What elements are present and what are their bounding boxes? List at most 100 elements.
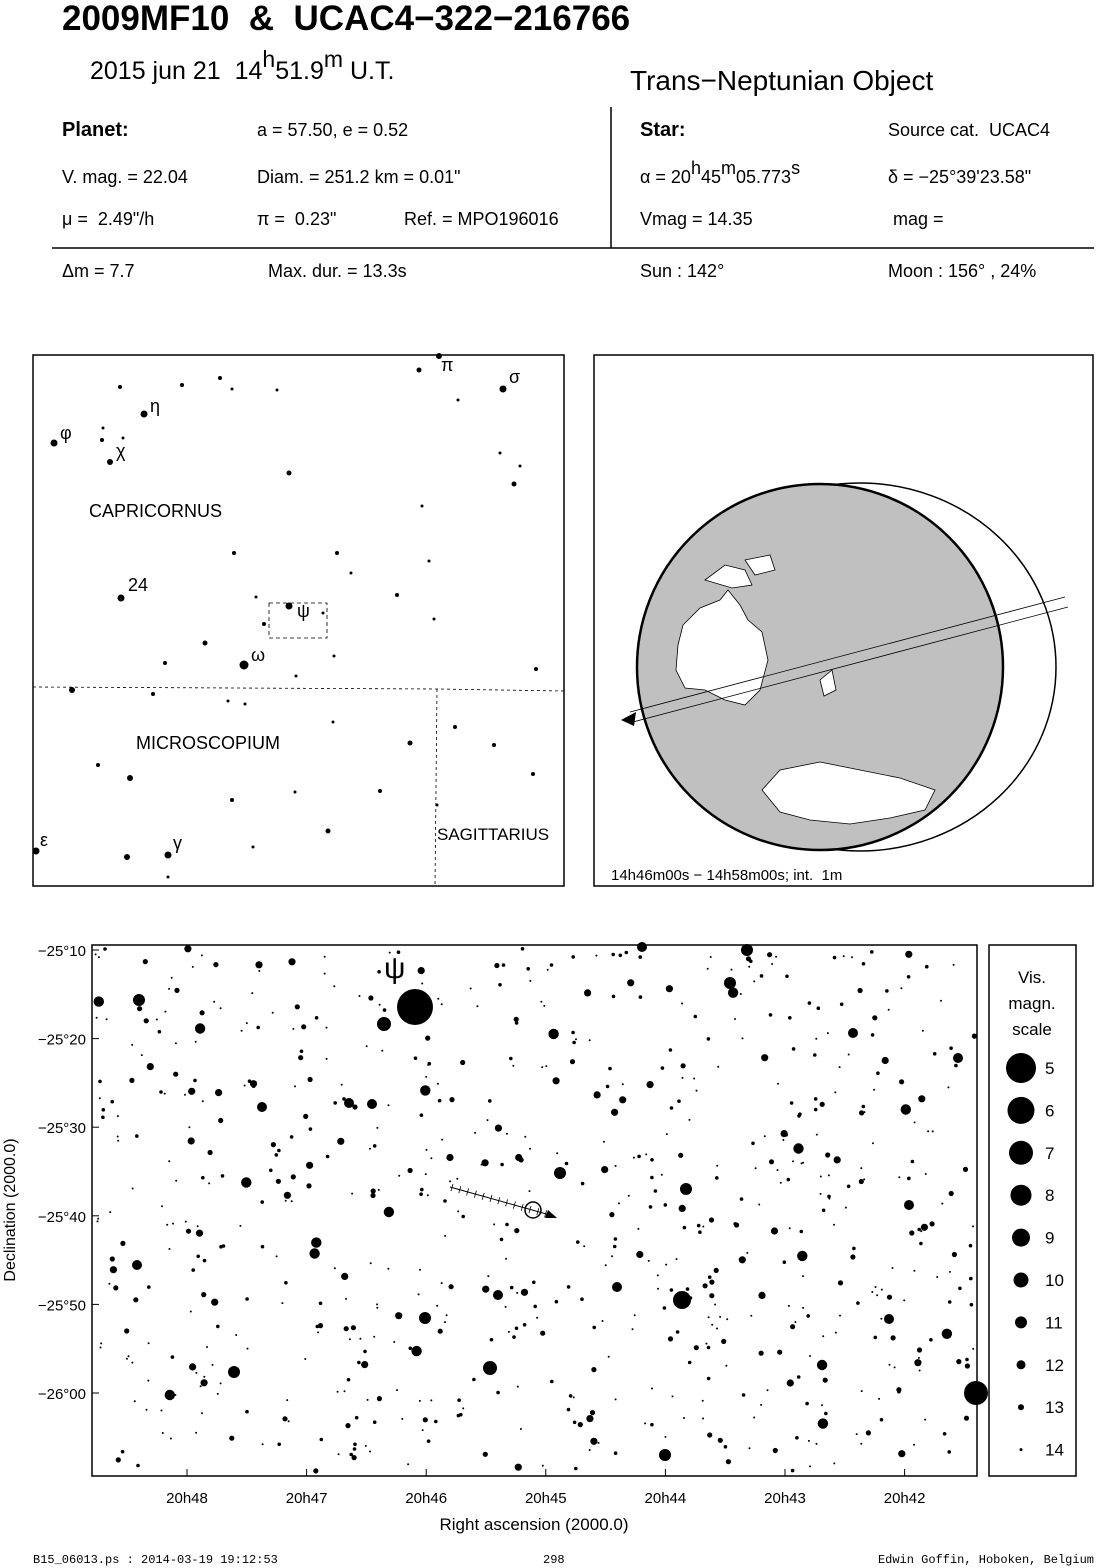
star: [286, 1399, 289, 1402]
star: [677, 1099, 681, 1103]
star: [110, 1099, 114, 1104]
star: [358, 995, 361, 997]
star: [794, 1321, 797, 1323]
star: [393, 1341, 396, 1343]
star: [884, 1314, 894, 1324]
star: [789, 1101, 794, 1105]
star: [246, 1347, 249, 1350]
source: Source cat. UCAC4: [888, 120, 1050, 140]
star: [195, 1371, 198, 1374]
star: [614, 1164, 617, 1167]
star: [201, 1175, 205, 1180]
star: [350, 1325, 356, 1331]
star: [650, 1175, 654, 1180]
star: [255, 961, 263, 969]
star: [249, 1080, 258, 1088]
star: [170, 976, 173, 979]
star: [816, 1359, 828, 1371]
star: [900, 1104, 911, 1115]
star: [505, 1222, 509, 1227]
star: [613, 1237, 618, 1241]
dec: δ = −25°39'23.58": [888, 167, 1031, 187]
star: [196, 1225, 199, 1228]
star: [924, 1173, 927, 1175]
star: [127, 775, 133, 781]
star: [767, 952, 773, 958]
star: [825, 1152, 831, 1158]
planet-label: Planet:: [62, 119, 129, 141]
star: [632, 1156, 635, 1159]
star: [709, 956, 712, 958]
star: [170, 1355, 175, 1359]
star: [805, 1401, 809, 1406]
star: [813, 1053, 817, 1057]
star: [659, 1449, 671, 1461]
constellation-boundary: [32, 686, 565, 887]
legend-dot: [1015, 1316, 1027, 1329]
star: [426, 1439, 431, 1443]
star: [656, 1274, 659, 1277]
star: [660, 1173, 663, 1176]
star: [827, 1174, 830, 1177]
star: [693, 1077, 696, 1080]
star: [809, 1465, 811, 1468]
star: [419, 1192, 423, 1196]
star: [159, 1090, 163, 1094]
star: [650, 1158, 654, 1162]
star: [738, 1256, 746, 1264]
star: [352, 1104, 358, 1110]
australia: [675, 589, 769, 706]
star: [513, 1016, 519, 1022]
path-tick: [474, 1190, 477, 1198]
star: [228, 1366, 240, 1378]
star: [607, 1355, 610, 1358]
star: [396, 950, 401, 954]
planet-vmag: V. mag. = 22.04: [62, 167, 188, 187]
star: [872, 1015, 878, 1021]
star: [913, 1121, 916, 1124]
star: [858, 1178, 864, 1185]
star: [193, 1078, 197, 1083]
star: [548, 1028, 559, 1040]
star: [897, 1389, 901, 1394]
star: [115, 1457, 121, 1463]
star: [772, 1447, 778, 1454]
star: [367, 1099, 377, 1109]
star: [520, 1288, 529, 1296]
star: [287, 1420, 290, 1423]
star: [251, 845, 255, 849]
star: [852, 1246, 856, 1251]
star: [838, 1066, 841, 1069]
star: [660, 1066, 665, 1070]
star: [101, 1115, 105, 1120]
date-part: 51.9: [275, 57, 324, 85]
star: [332, 654, 336, 658]
star: [572, 1420, 577, 1425]
star: [408, 1346, 413, 1351]
star: [898, 1450, 906, 1458]
star: [771, 963, 774, 965]
star: [645, 1153, 648, 1156]
star: [865, 1430, 872, 1436]
star: [359, 1337, 362, 1340]
star: [526, 967, 530, 971]
x-tick-label: 20h42: [884, 1490, 926, 1507]
star: [608, 1066, 612, 1071]
star: [131, 1187, 134, 1190]
date: 2015 jun 21 14h51.9m U.T.: [90, 46, 394, 85]
star: [739, 1197, 744, 1201]
star: [142, 959, 148, 965]
star: [920, 1230, 923, 1233]
star-label: σ: [509, 367, 520, 387]
star: [117, 594, 125, 602]
star: [601, 1320, 604, 1322]
star: [545, 1065, 548, 1068]
legend-label: 9: [1045, 1229, 1054, 1248]
star: [378, 789, 382, 793]
star: [650, 1422, 654, 1427]
star: [444, 1234, 447, 1237]
star: [189, 1310, 192, 1313]
star: [631, 1328, 634, 1331]
star: [678, 1152, 684, 1158]
star: [817, 1418, 829, 1429]
